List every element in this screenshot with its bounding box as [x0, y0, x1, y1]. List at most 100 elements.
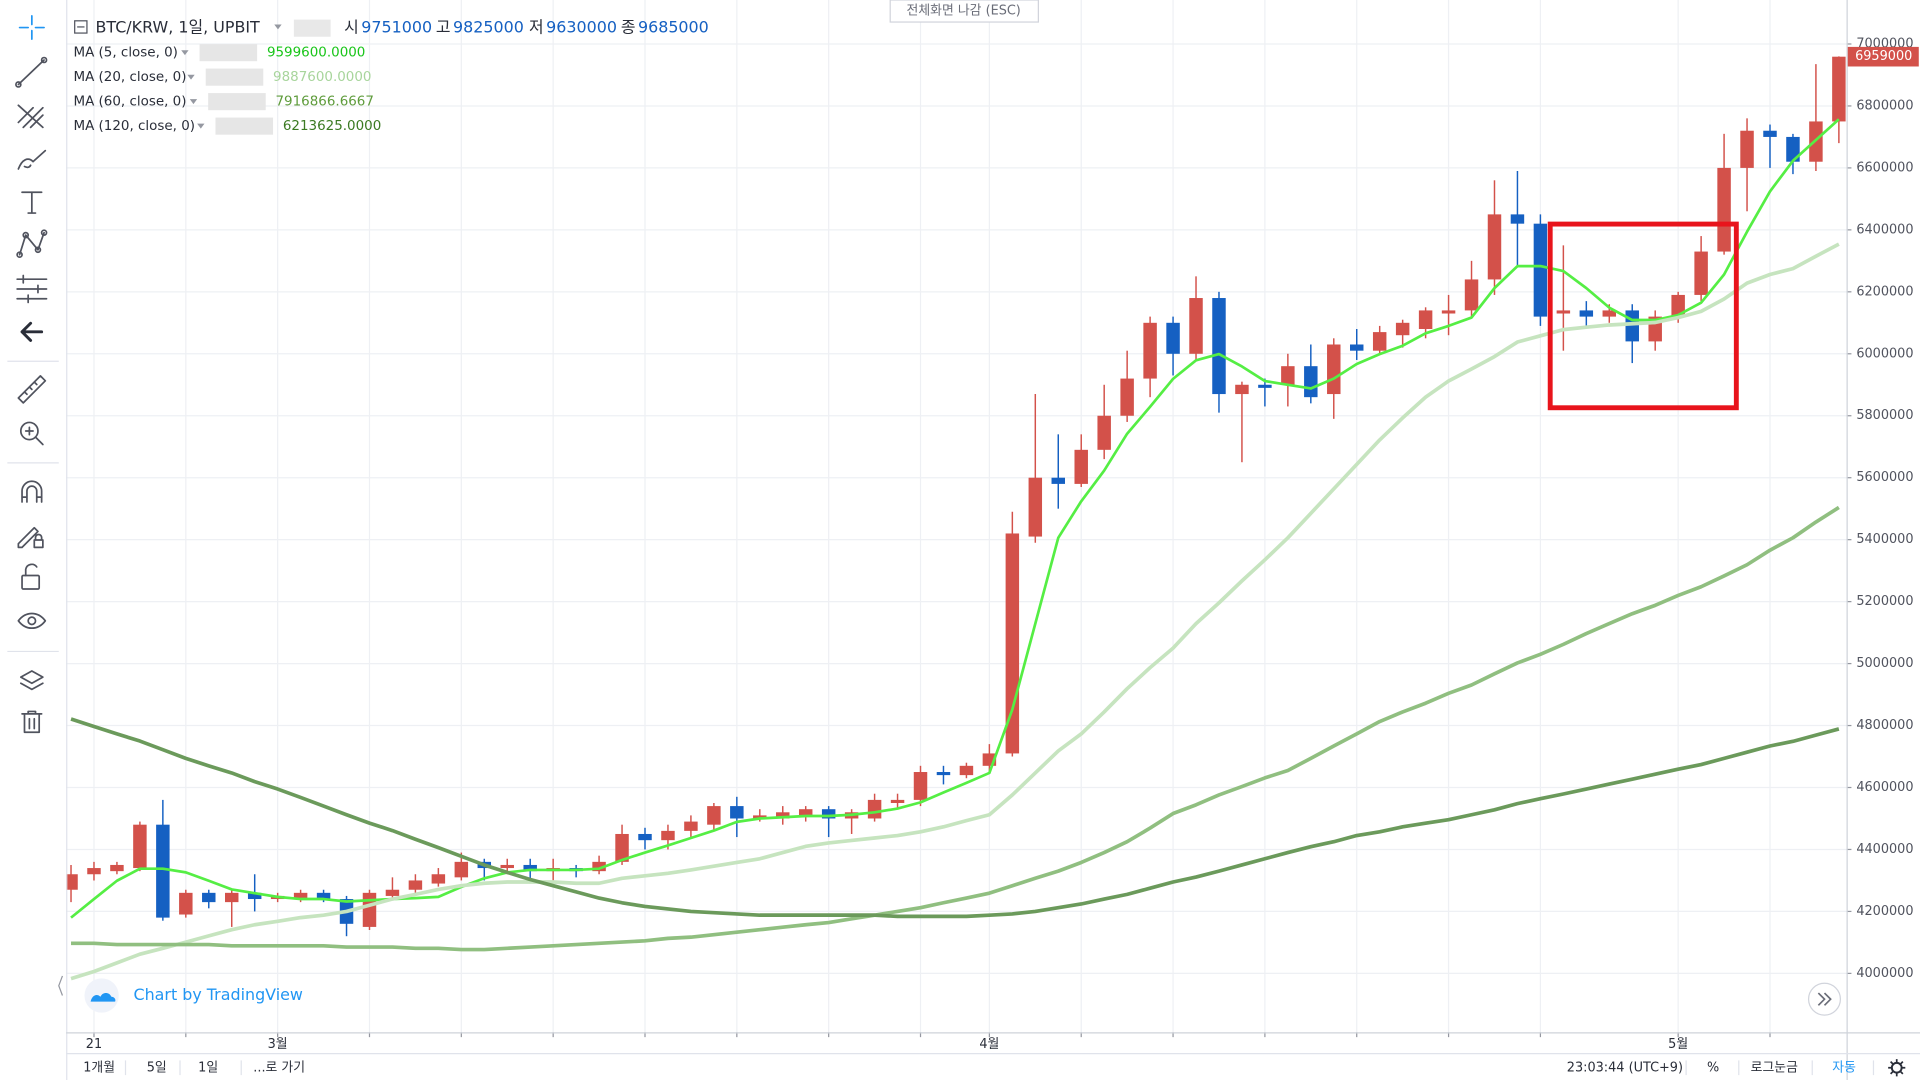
- candle-body: [500, 864, 514, 869]
- candle-body: [1395, 322, 1410, 336]
- candle-body: [1763, 130, 1777, 137]
- ma-legend-buttons[interactable]: [208, 93, 266, 111]
- tool-pattern[interactable]: [16, 229, 48, 258]
- tool-prediction[interactable]: [16, 274, 48, 304]
- plot-area: [66, 56, 1846, 981]
- tool-visibility[interactable]: [17, 612, 47, 630]
- candle-body: [1533, 223, 1548, 317]
- watermark[interactable]: Chart by TradingView: [84, 978, 303, 1013]
- tool-ruler[interactable]: [17, 375, 47, 404]
- ma-legend-value: 7916866.6667: [276, 95, 374, 110]
- ohlc-label: 시: [344, 18, 359, 37]
- ma-line: [71, 505, 1840, 952]
- candle-body: [1625, 310, 1639, 342]
- candle-body: [1717, 167, 1731, 252]
- dropdown-icon[interactable]: [187, 74, 195, 80]
- dropdown-icon[interactable]: [189, 99, 198, 105]
- ma-legend: MA (5, close, 0) 9599600.0000 MA (20, clos…: [73, 44, 381, 135]
- ma-line: [70, 242, 1840, 981]
- tool-layers[interactable]: [19, 670, 44, 691]
- tool-trendline[interactable]: [15, 56, 48, 88]
- candle-body: [1464, 279, 1479, 311]
- ohlc-values: 시 9751000 고 9825000 저 9630000 종 9685000: [344, 18, 709, 37]
- ma-legend-name: MA (60, close, 0): [73, 95, 186, 110]
- tool-draw-lock[interactable]: [17, 526, 44, 549]
- range-button[interactable]: 1개월: [83, 1060, 115, 1075]
- dropdown-icon[interactable]: [181, 50, 189, 56]
- candle-body: [1189, 298, 1203, 354]
- tool-text[interactable]: [21, 191, 43, 214]
- candle-body: [1028, 477, 1043, 537]
- candle-body: [293, 892, 308, 900]
- candle-body: [247, 892, 262, 900]
- x-tick-label: 3월: [268, 1037, 288, 1052]
- legend: BTC/KRW, 1일, UPBIT: [74, 18, 331, 37]
- candle-body: [1051, 477, 1065, 484]
- tool-lock[interactable]: [21, 563, 41, 590]
- tool-zoom[interactable]: [19, 421, 44, 446]
- highlight-box: [1547, 221, 1739, 411]
- tool-brush[interactable]: [17, 149, 47, 170]
- candle-body: [1832, 56, 1846, 122]
- candle-body: [936, 772, 951, 776]
- panel-toggle[interactable]: [58, 975, 64, 996]
- dropdown-icon[interactable]: [274, 24, 282, 30]
- x-tick-label: 21: [86, 1037, 102, 1052]
- ohlc-label: 종: [621, 18, 636, 37]
- candle-body: [156, 824, 170, 918]
- y-tick-label: 6400000: [1856, 222, 1913, 237]
- settings-icon-spokes: [1888, 1059, 1906, 1077]
- candle-body: [753, 815, 767, 819]
- candle-body: [684, 821, 698, 831]
- candle-body: [202, 892, 216, 903]
- candle-body: [615, 833, 629, 862]
- settings-button[interactable]: [1888, 1059, 1906, 1077]
- tool-trash[interactable]: [21, 710, 43, 734]
- range-button[interactable]: 5일: [147, 1060, 167, 1075]
- scale-option[interactable]: 자동: [1832, 1060, 1856, 1075]
- range-button[interactable]: 1일: [198, 1060, 218, 1075]
- x-tick-label: 5월: [1668, 1037, 1688, 1052]
- candle-body: [1441, 310, 1456, 314]
- y-tick-label: 5200000: [1856, 594, 1913, 609]
- candle-body: [1740, 130, 1754, 168]
- ma-legend-value: 9887600.0000: [273, 70, 371, 85]
- watermark-logo: [90, 993, 116, 1002]
- candle-body: [454, 861, 469, 878]
- ma-legend-buttons[interactable]: [199, 44, 258, 62]
- bottom-toolbar: 1개월 5일 1일 ...로 가기 23:03:44 (UTC+9)% 로그눈금 자동: [83, 1060, 1875, 1075]
- scale-option[interactable]: 로그눈금: [1751, 1060, 1798, 1075]
- watermark-text: Chart by TradingView: [133, 985, 302, 1004]
- candle-body: [867, 799, 882, 819]
- candle-body: [661, 830, 675, 841]
- ma-legend-buttons[interactable]: [215, 117, 274, 135]
- tool-magnet[interactable]: [21, 480, 43, 503]
- ohlc-value: 9630000: [546, 18, 617, 37]
- legend-buttons[interactable]: [293, 19, 331, 37]
- candle-body: [776, 812, 790, 819]
- ma-legend-buttons[interactable]: [205, 68, 264, 86]
- tool-pitchfork[interactable]: [17, 104, 44, 129]
- collapse-toggle[interactable]: [74, 20, 88, 34]
- fullscreen-exit-button[interactable]: [889, 0, 1039, 23]
- scale-option[interactable]: %: [1707, 1060, 1719, 1075]
- candle-body: [959, 765, 974, 776]
- candle-body: [1602, 310, 1617, 317]
- tool-crosshair[interactable]: [18, 15, 45, 41]
- scroll-to-end-icon: [1817, 992, 1832, 1006]
- candle-body: [592, 861, 606, 872]
- dropdown-icon[interactable]: [197, 123, 205, 129]
- toolbar: [7, 0, 68, 1080]
- candle-body: [707, 806, 721, 825]
- ma-legend-name: MA (20, close, 0): [73, 70, 186, 85]
- candle-body: [225, 892, 239, 903]
- tool-back[interactable]: [20, 321, 44, 342]
- candle-body: [730, 806, 744, 819]
- candle-body: [1212, 298, 1226, 395]
- candle-body: [1510, 214, 1525, 224]
- candle-body: [66, 874, 78, 890]
- candle-body: [431, 874, 446, 884]
- range-button[interactable]: ...로 가기: [253, 1060, 305, 1075]
